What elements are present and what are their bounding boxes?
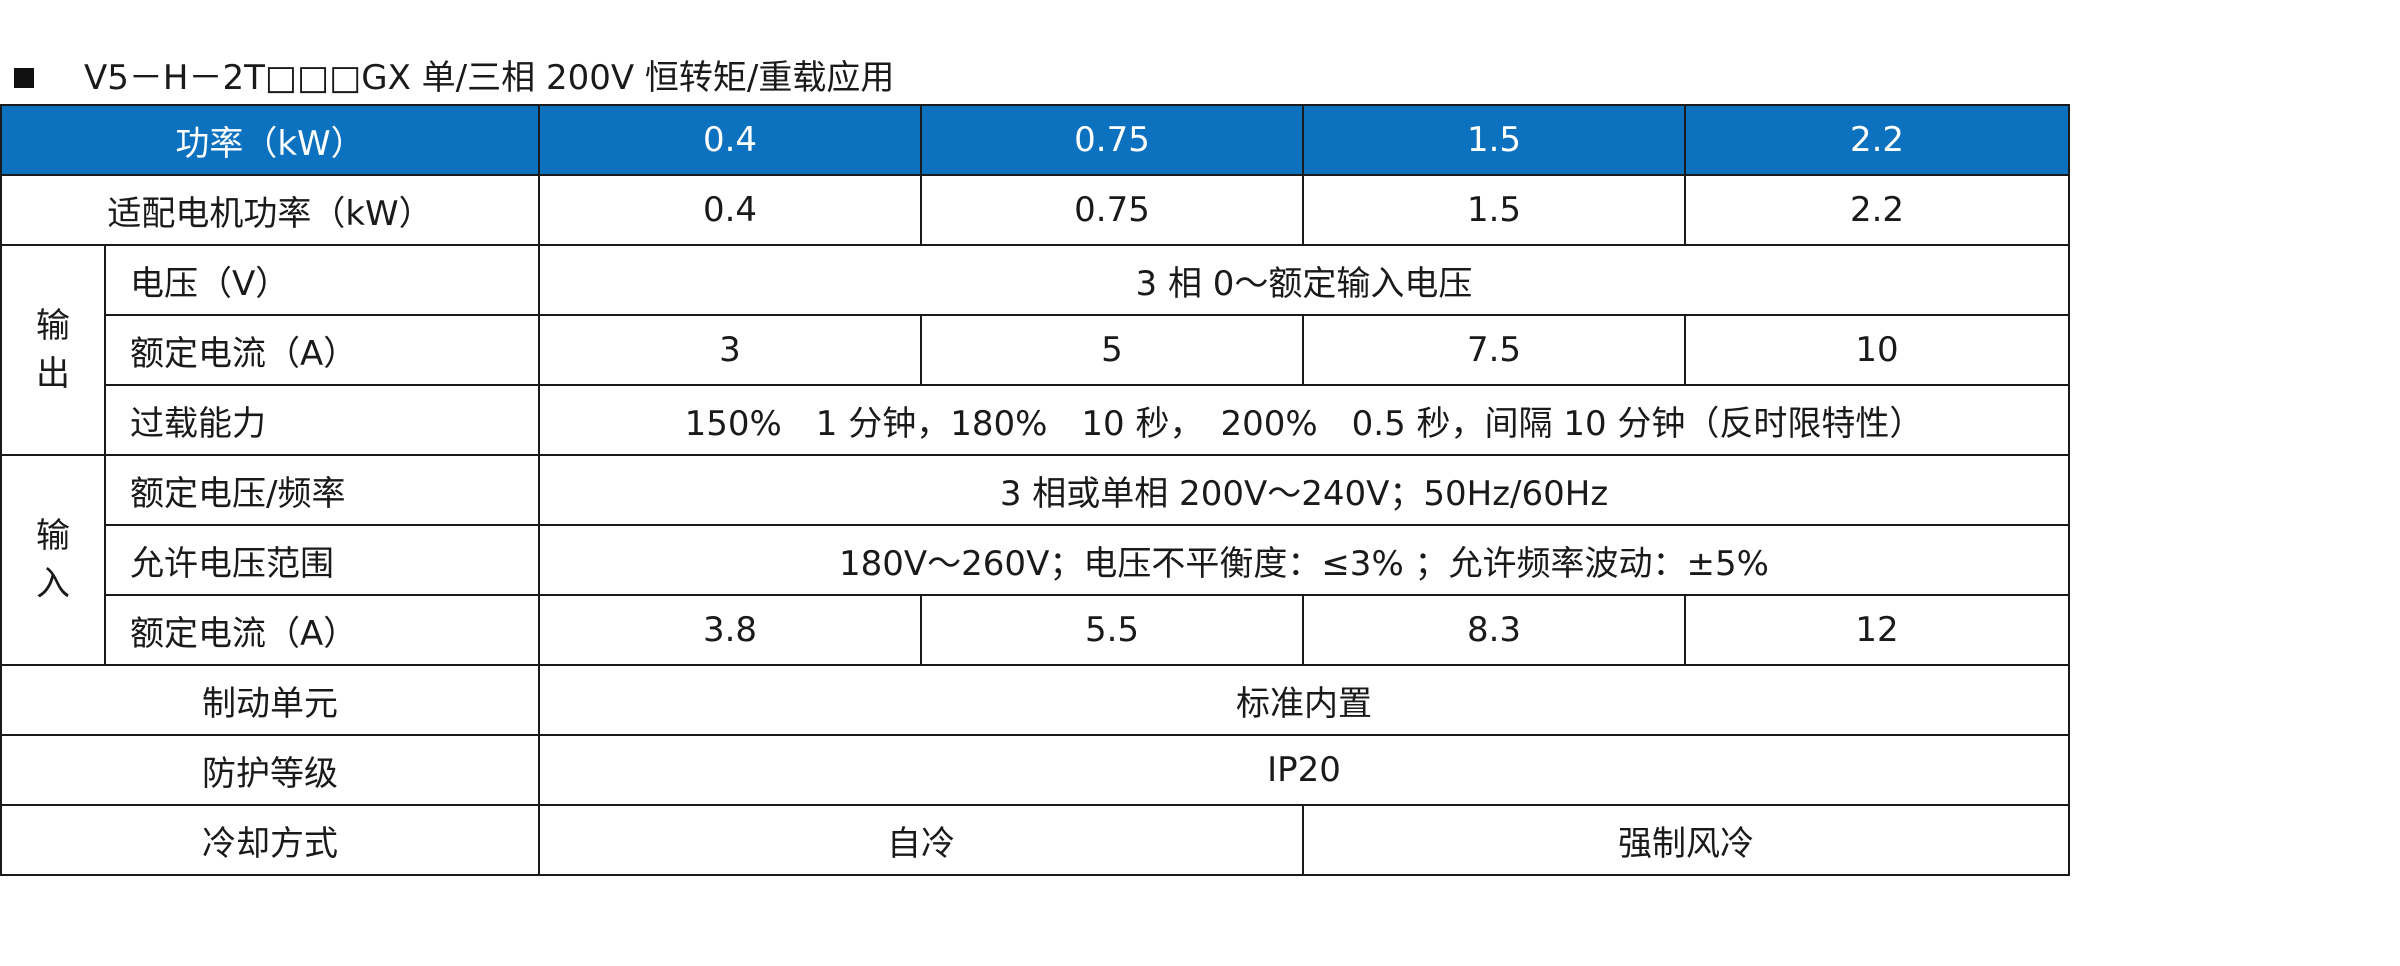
value-cell-half: 自冷	[538, 804, 1304, 876]
value-cell: 3.8	[538, 594, 922, 666]
value-cell: 0.4	[538, 174, 922, 246]
table-row-output-voltage: 输 出 电压（V） 3 相 0～额定输入电压	[0, 244, 2070, 456]
header-value-cell: 0.4	[538, 104, 922, 176]
table-header-row: 功率（kW） 0.4 0.75 1.5 2.2	[0, 104, 2070, 176]
output-group-cell: 输 出	[0, 244, 106, 456]
row-label-cell: 电压（V）	[104, 244, 540, 316]
table-heading: V5－H－2T□□□GX 单/三相 200V 恒转矩/重载应用	[14, 56, 894, 100]
row-label-cell: 适配电机功率（kW）	[0, 174, 540, 246]
value-cell: 5	[920, 314, 1304, 386]
header-value-cell: 0.75	[920, 104, 1304, 176]
header-value-cell: 1.5	[1302, 104, 1686, 176]
input-group-label-top: 输	[36, 516, 70, 556]
table-row-motor-power: 适配电机功率（kW） 0.4 0.75 1.5 2.2	[0, 174, 2070, 246]
table-row-input-current: 额定电流（A） 3.8 5.5 8.3 12	[1, 594, 2070, 666]
row-label-cell: 额定电流（A）	[104, 314, 540, 386]
table-row-input-voltage-freq: 输 入 额定电压/频率 3 相或单相 200V～240V；50Hz/60Hz	[0, 454, 2070, 666]
row-label-cell: 防护等级	[0, 734, 540, 806]
value-cell-merged: 3 相或单相 200V～240V；50Hz/60Hz	[538, 454, 2070, 526]
value-cell-merged: IP20	[538, 734, 2070, 806]
table-row-overload: 过载能力 150% 1 分钟，180% 10 秒， 200% 0.5 秒，间隔 …	[1, 384, 2070, 456]
row-label-cell: 额定电压/频率	[104, 454, 540, 526]
output-group-label-bottom: 出	[36, 354, 70, 394]
row-label-cell: 制动单元	[0, 664, 540, 736]
value-cell: 10	[1684, 314, 2070, 386]
heading-text: V5－H－2T□□□GX 单/三相 200V 恒转矩/重载应用	[84, 58, 895, 98]
value-cell-merged: 标准内置	[538, 664, 2070, 736]
row-label-cell: 额定电流（A）	[104, 594, 540, 666]
value-cell: 3	[538, 314, 922, 386]
table-row-cooling: 冷却方式 自冷 强制风冷	[0, 804, 2070, 876]
value-cell-merged: 3 相 0～额定输入电压	[538, 244, 2070, 316]
value-cell-merged: 150% 1 分钟，180% 10 秒， 200% 0.5 秒，间隔 10 分钟…	[538, 384, 2070, 456]
header-label-cell: 功率（kW）	[0, 104, 540, 176]
value-cell: 5.5	[920, 594, 1304, 666]
value-cell-merged: 180V～260V；电压不平衡度：≤3% ；允许频率波动：±5%	[538, 524, 2070, 596]
row-label-cell: 允许电压范围	[104, 524, 540, 596]
table-row-allowed-voltage: 允许电压范围 180V～260V；电压不平衡度：≤3% ；允许频率波动：±5%	[1, 524, 2070, 596]
table-row-output-current: 额定电流（A） 3 5 7.5 10	[1, 314, 2070, 386]
row-label-cell: 冷却方式	[0, 804, 540, 876]
table-row-braking-unit: 制动单元 标准内置	[0, 664, 2070, 736]
value-cell: 0.75	[920, 174, 1304, 246]
value-cell: 7.5	[1302, 314, 1686, 386]
spec-table: 功率（kW） 0.4 0.75 1.5 2.2 适配电机功率（kW） 0.4 0…	[0, 104, 2070, 876]
value-cell: 1.5	[1302, 174, 1686, 246]
value-cell: 8.3	[1302, 594, 1686, 666]
input-group-cell: 输 入	[0, 454, 106, 666]
row-label-cell: 过载能力	[104, 384, 540, 456]
input-group-label-bottom: 入	[36, 564, 70, 604]
value-cell: 12	[1684, 594, 2070, 666]
header-value-cell: 2.2	[1684, 104, 2070, 176]
value-cell: 2.2	[1684, 174, 2070, 246]
table-row-protection-class: 防护等级 IP20	[0, 734, 2070, 806]
square-bullet-icon	[14, 68, 34, 88]
output-group-label-top: 输	[36, 306, 70, 346]
value-cell-half: 强制风冷	[1302, 804, 2070, 876]
